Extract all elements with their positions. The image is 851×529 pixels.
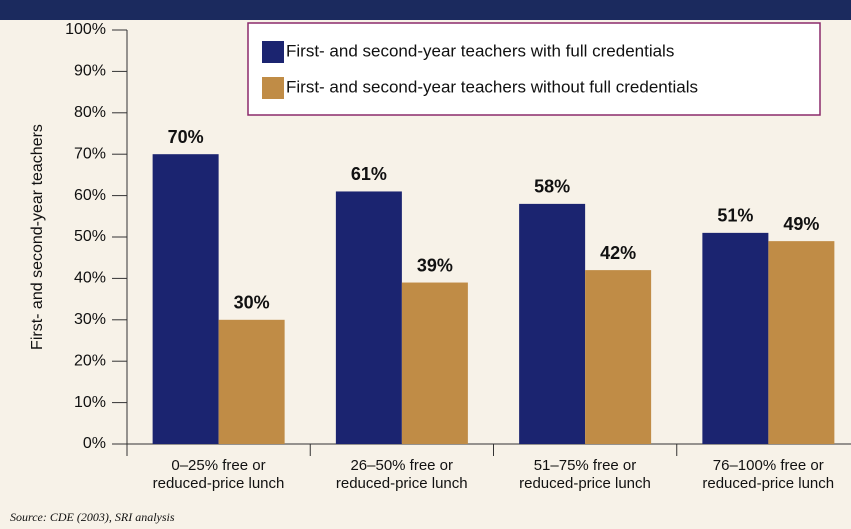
data-label: 42% bbox=[600, 243, 636, 263]
y-tick-label: 100% bbox=[65, 21, 106, 38]
legend-swatch bbox=[262, 41, 284, 63]
x-tick-label: 76–100% free or reduced-price lunch bbox=[702, 457, 835, 492]
y-tick-label: 0% bbox=[83, 435, 106, 452]
bar bbox=[152, 154, 219, 444]
bar bbox=[335, 191, 402, 444]
y-tick-label: 30% bbox=[74, 311, 106, 328]
x-tick-label: 0–25% free or reduced-price lunch bbox=[152, 457, 285, 492]
data-label: 58% bbox=[534, 177, 570, 197]
y-tick-label: 50% bbox=[74, 228, 106, 245]
y-tick-label: 70% bbox=[74, 145, 106, 162]
top-band bbox=[0, 0, 851, 20]
data-label: 61% bbox=[351, 164, 387, 184]
y-tick-label: 60% bbox=[74, 187, 106, 204]
x-tick-label: 26–50% free or reduced-price lunch bbox=[335, 457, 468, 492]
y-axis-label: First- and second-year teachers bbox=[29, 124, 46, 350]
data-label: 49% bbox=[783, 214, 819, 234]
legend-label: First- and second-year teachers without … bbox=[286, 77, 698, 96]
y-tick-label: 80% bbox=[74, 104, 106, 121]
bar bbox=[519, 203, 586, 444]
legend-box bbox=[247, 22, 821, 116]
data-label: 51% bbox=[717, 206, 753, 226]
data-label: 70% bbox=[168, 127, 204, 147]
bar bbox=[585, 270, 652, 444]
y-tick-label: 20% bbox=[74, 352, 106, 369]
data-label: 30% bbox=[234, 293, 270, 313]
bar bbox=[218, 319, 285, 444]
legend-swatch bbox=[262, 77, 284, 99]
bar bbox=[702, 232, 769, 444]
y-tick-label: 90% bbox=[74, 63, 106, 80]
source: Source: CDE (2003), SRI analysis bbox=[10, 510, 175, 524]
data-label: 39% bbox=[417, 255, 453, 275]
y-tick-label: 10% bbox=[74, 394, 106, 411]
y-tick-label: 40% bbox=[74, 270, 106, 287]
legend-label: First- and second-year teachers with ful… bbox=[286, 41, 674, 60]
bar bbox=[401, 282, 468, 444]
x-tick-label: 51–75% free or reduced-price lunch bbox=[519, 457, 651, 492]
bar bbox=[768, 241, 835, 444]
